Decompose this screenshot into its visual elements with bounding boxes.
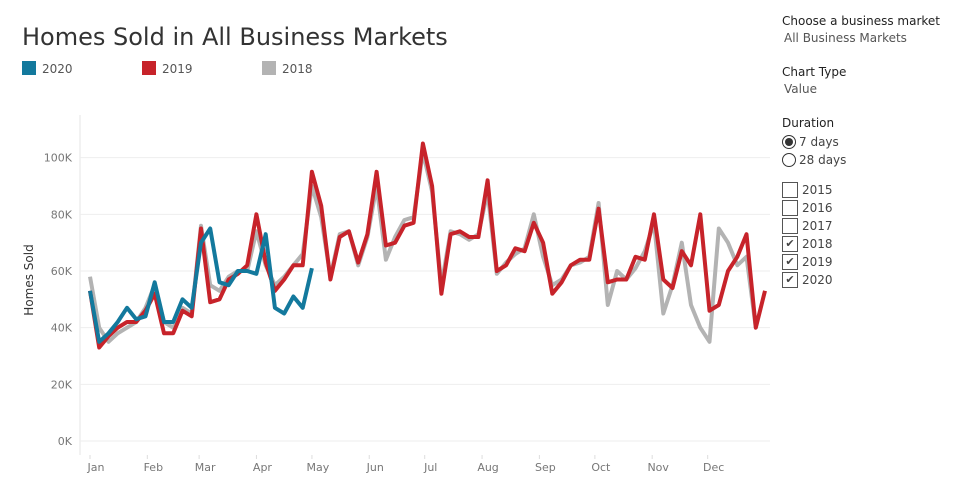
- duration-label: Duration: [782, 116, 835, 130]
- checkbox: [782, 182, 798, 198]
- y-tick-label: 40K: [51, 322, 73, 335]
- year-checkbox[interactable]: 2015: [782, 181, 972, 199]
- duration-radio[interactable]: 28 days: [782, 151, 972, 169]
- chart-type-label: Chart Type: [782, 65, 847, 79]
- legend-label: 2018: [282, 62, 313, 76]
- duration-options: 7 days 28 days: [782, 133, 972, 169]
- checkbox-label: 2016: [802, 201, 833, 215]
- checkbox: [782, 200, 798, 216]
- y-tick-label: 80K: [51, 208, 73, 221]
- checkbox-label: 2017: [802, 219, 833, 233]
- legend-swatch: [142, 61, 156, 75]
- market-label: Choose a business market: [782, 14, 940, 28]
- x-tick-label: Oct: [591, 461, 611, 474]
- duration-radio[interactable]: 7 days: [782, 133, 972, 151]
- y-tick-label: 0K: [58, 435, 73, 448]
- legend-label: 2019: [162, 62, 193, 76]
- y-tick-label: 100K: [44, 152, 73, 165]
- x-tick-label: Dec: [703, 461, 724, 474]
- x-tick-label: Sep: [535, 461, 556, 474]
- checkbox-label: 2018: [802, 237, 833, 251]
- checkbox: ✔: [782, 254, 798, 270]
- x-tick-label: Apr: [253, 461, 273, 474]
- year-options: 2015 2016 2017 ✔ 2018 ✔ 2019 ✔ 2020: [782, 181, 972, 289]
- checkbox: [782, 218, 798, 234]
- series-line: [88, 141, 767, 350]
- chart-title: Homes Sold in All Business Markets: [22, 23, 448, 51]
- x-tick-label: Mar: [195, 461, 216, 474]
- x-tick-label: Jul: [423, 461, 437, 474]
- year-checkbox[interactable]: ✔ 2018: [782, 235, 972, 253]
- x-tick-label: Jun: [366, 461, 384, 474]
- checkbox: ✔: [782, 272, 798, 288]
- x-tick-label: Nov: [647, 461, 669, 474]
- year-checkbox[interactable]: ✔ 2020: [782, 271, 972, 289]
- radio-circle: [782, 135, 796, 149]
- year-checkbox[interactable]: 2016: [782, 199, 972, 217]
- series-line: [88, 226, 314, 344]
- x-tick-label: Aug: [477, 461, 498, 474]
- control-panel: Choose a business market All Business Ma…: [782, 14, 972, 289]
- legend-swatch: [262, 61, 276, 75]
- x-tick-label: May: [307, 461, 330, 474]
- legend-label: 2020: [42, 62, 73, 76]
- x-tick-label: Feb: [144, 461, 163, 474]
- y-tick-label: 60K: [51, 265, 73, 278]
- year-checkbox[interactable]: ✔ 2019: [782, 253, 972, 271]
- checkbox-label: 2019: [802, 255, 833, 269]
- chart: Homes Sold in All Business Markets Homes…: [22, 23, 770, 474]
- radio-label: 7 days: [799, 135, 839, 149]
- y-axis-label: Homes Sold: [22, 244, 36, 315]
- y-tick-label: 20K: [51, 378, 73, 391]
- year-checkbox[interactable]: 2017: [782, 217, 972, 235]
- radio-label: 28 days: [799, 153, 847, 167]
- market-dropdown[interactable]: All Business Markets: [784, 31, 907, 45]
- checkbox-label: 2015: [802, 183, 833, 197]
- radio-circle: [782, 153, 796, 167]
- chart-type-dropdown[interactable]: Value: [784, 82, 817, 96]
- checkbox-label: 2020: [802, 273, 833, 287]
- checkbox: ✔: [782, 236, 798, 252]
- legend-swatch: [22, 61, 36, 75]
- x-tick-label: Jan: [87, 461, 105, 474]
